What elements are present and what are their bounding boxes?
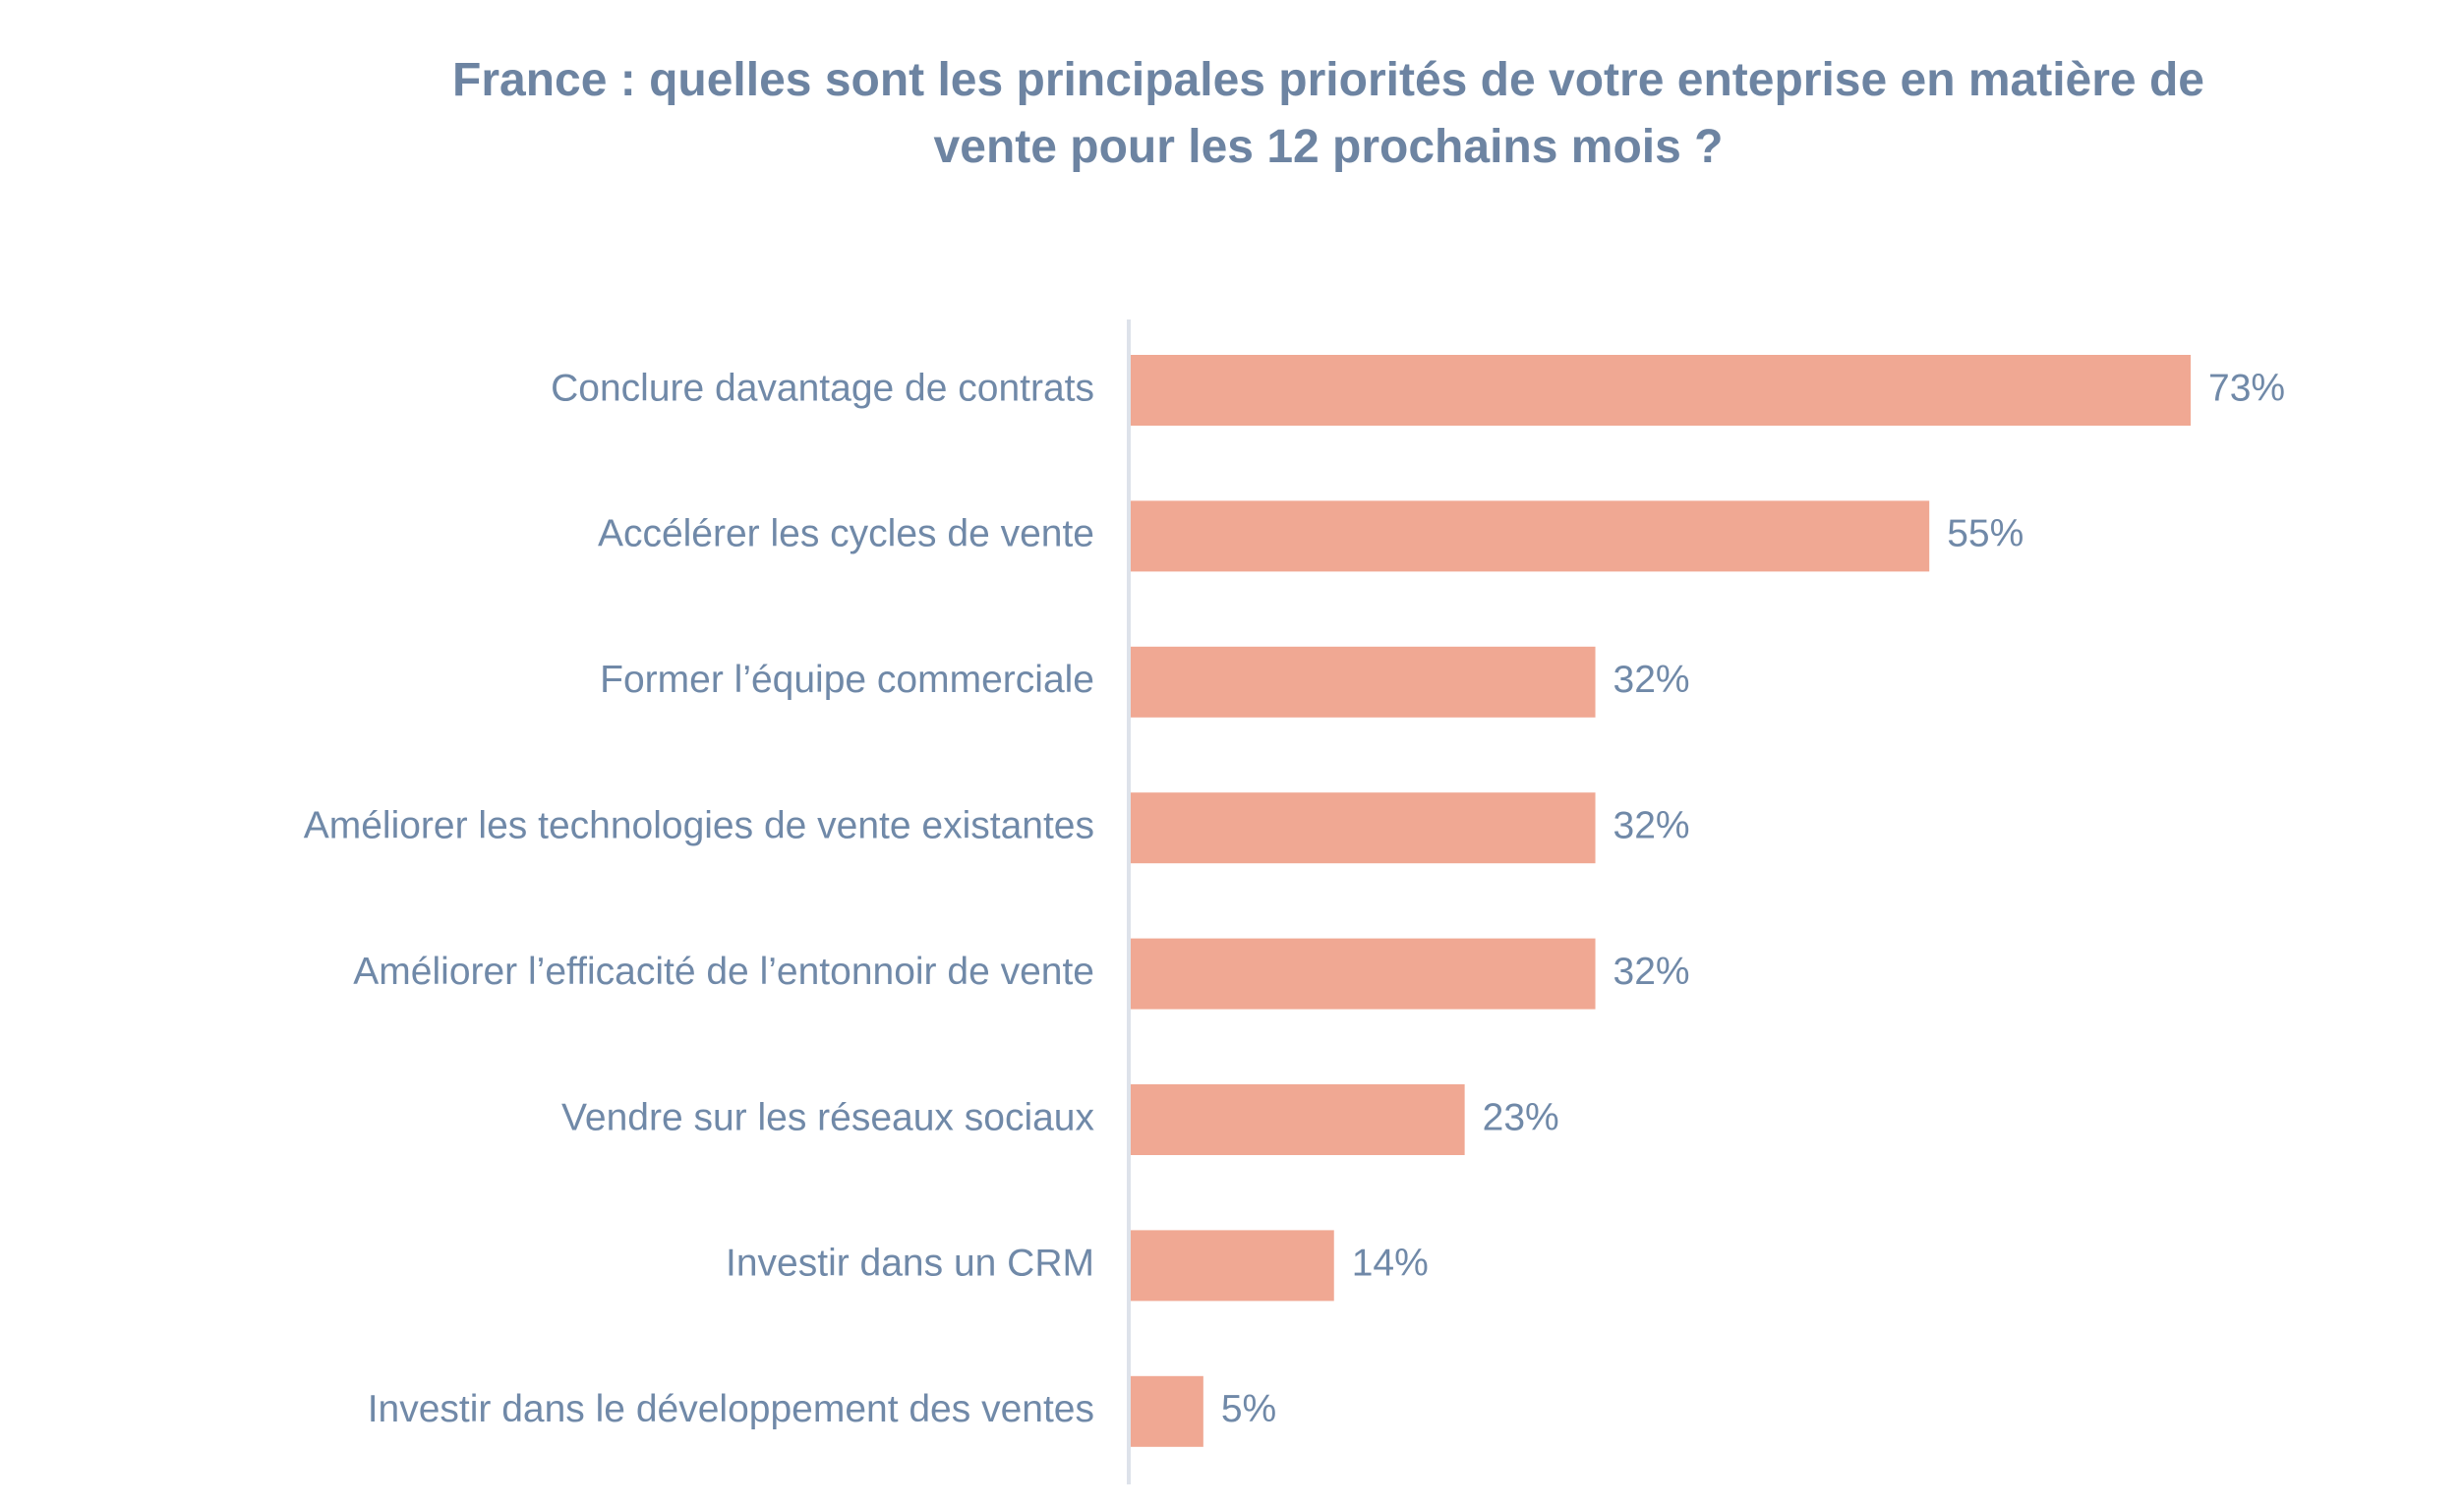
- bar: [1131, 938, 1596, 1010]
- category-label: Accélérer les cycles de vente: [598, 513, 1094, 555]
- category-label: Vendre sur les réseaux sociaux: [561, 1096, 1094, 1138]
- bar: [1131, 355, 2191, 426]
- bar: [1131, 1375, 1203, 1447]
- value-label: 55%: [1947, 513, 2024, 555]
- category-label: Investir dans le développement des vente…: [368, 1388, 1094, 1430]
- value-label: 23%: [1483, 1096, 1559, 1138]
- category-label: Améliorer l’efficacité de l’entonnoir de…: [353, 951, 1094, 993]
- category-label: Conclure davantage de contrats: [551, 367, 1094, 409]
- value-label: 73%: [2208, 367, 2285, 409]
- value-label: 32%: [1613, 951, 1690, 993]
- bar: [1131, 1084, 1465, 1155]
- value-label: 5%: [1221, 1388, 1276, 1430]
- bar: [1131, 1230, 1334, 1302]
- value-label: 14%: [1352, 1243, 1429, 1285]
- value-label: 32%: [1613, 804, 1690, 846]
- bar: [1131, 646, 1596, 718]
- category-label: Former l’équipe commerciale: [600, 659, 1094, 701]
- bar: [1131, 792, 1596, 864]
- value-label: 32%: [1613, 659, 1690, 701]
- bar: [1131, 500, 1930, 572]
- category-label: Améliorer les technologies de vente exis…: [304, 804, 1094, 846]
- chart-title: France : quelles sont les principales pr…: [452, 54, 2204, 173]
- category-label: Investir dans un CRM: [726, 1243, 1094, 1285]
